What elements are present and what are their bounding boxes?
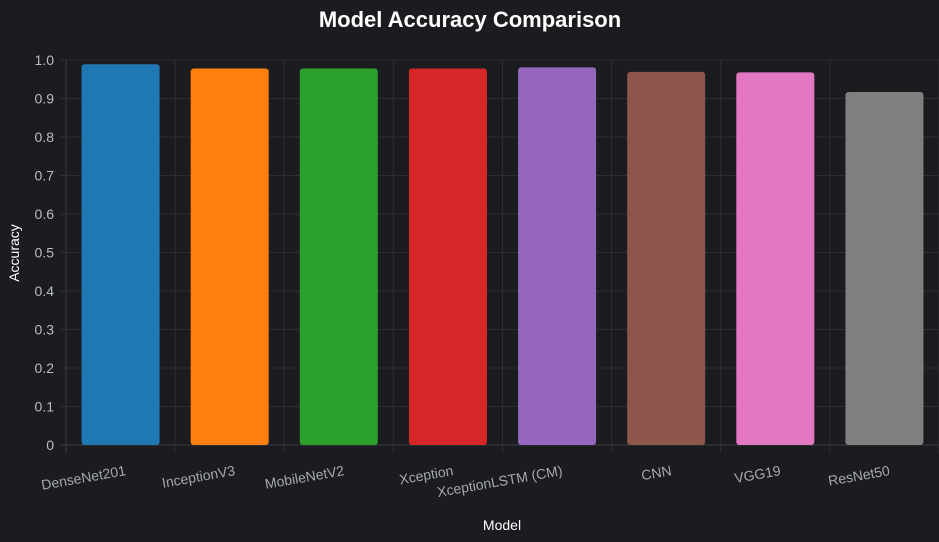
x-axis-title: Model: [483, 517, 521, 533]
y-tick-label: 0.6: [35, 206, 55, 222]
y-tick-label: 0.9: [35, 91, 55, 107]
bar-resnet50[interactable]: [845, 91, 924, 445]
y-tick-label: 0.5: [35, 245, 55, 261]
x-tick-label: DenseNet201: [40, 462, 127, 493]
y-axis-ticks: 0 0.1 0.2 0.3 0.4 0.5 0.6 0.7 0.8 0.9 1.0: [35, 52, 55, 453]
y-tick-label: 0.8: [35, 129, 55, 145]
y-tick-label: 0.1: [35, 399, 55, 415]
x-axis-ticks: DenseNet201 InceptionV3 MobileNetV2 Xceptio…: [40, 462, 891, 500]
x-tick-label: MobileNetV2: [264, 462, 346, 492]
bar-mobilenetv2[interactable]: [299, 68, 378, 445]
y-axis-title: Accuracy: [6, 224, 22, 282]
y-tick-label: 0: [46, 437, 54, 453]
x-tick-label: CNN: [640, 462, 673, 483]
bar-xceptionlstm-cm[interactable]: [518, 67, 597, 445]
y-tick-label: 1.0: [35, 52, 55, 68]
x-tick-label: InceptionV3: [161, 462, 237, 491]
chart-title: Model Accuracy Comparison: [319, 7, 621, 32]
bars: [81, 64, 924, 446]
bar-densenet201[interactable]: [81, 64, 160, 446]
y-tick-label: 0.7: [35, 168, 55, 184]
x-tick-label: VGG19: [733, 462, 782, 486]
y-tick-label: 0.2: [35, 360, 55, 376]
y-tick-label: 0.3: [35, 322, 55, 338]
x-tick-label: XceptionLSTM (CM): [436, 462, 564, 500]
bar-inceptionv3[interactable]: [190, 68, 269, 445]
bar-vgg19[interactable]: [736, 72, 815, 445]
bar-xception[interactable]: [408, 68, 487, 445]
y-tick-label: 0.4: [35, 283, 55, 299]
bar-cnn[interactable]: [627, 71, 706, 445]
x-tick-label: ResNet50: [827, 462, 891, 489]
